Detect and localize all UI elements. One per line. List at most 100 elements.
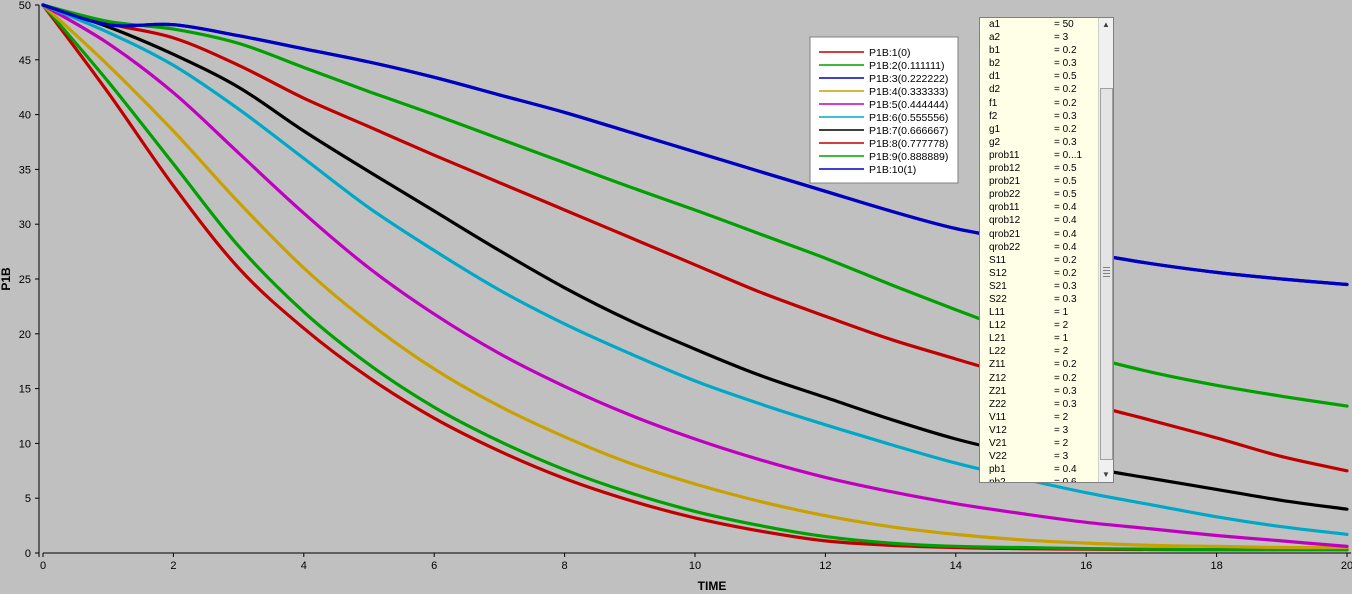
param-value: = 2 xyxy=(1054,320,1069,332)
param-row: pb1 = 0.4 xyxy=(980,463,1098,476)
series-line-4 xyxy=(41,3,1349,550)
param-row: S21 = 0.3 xyxy=(980,280,1098,293)
param-value: = 0.3 xyxy=(1054,58,1077,70)
scroll-down-arrow-icon[interactable]: ▼ xyxy=(1102,470,1110,479)
param-row: prob22 = 0.5 xyxy=(980,188,1098,201)
param-value: = 1 xyxy=(1054,307,1069,319)
series-line-5 xyxy=(41,3,1349,548)
series-line-6 xyxy=(41,3,1349,536)
scroll-grip-icon xyxy=(1103,267,1110,277)
param-value: = 2 xyxy=(1054,346,1069,358)
param-name: L12 xyxy=(989,320,1006,332)
param-row: qrob12 = 0.4 xyxy=(980,214,1098,227)
scroll-thumb[interactable] xyxy=(1100,88,1113,460)
param-name: f1 xyxy=(989,97,998,109)
param-name: V22 xyxy=(989,451,1007,463)
x-tick-label: 16 xyxy=(1080,560,1092,572)
y-tick-label: 45 xyxy=(19,55,31,67)
x-tick-label: 8 xyxy=(562,560,568,572)
y-tick-label: 20 xyxy=(19,329,31,341)
legend-box xyxy=(809,36,959,184)
y-tick-label: 25 xyxy=(19,274,31,286)
param-row: V22 = 3 xyxy=(980,450,1098,463)
param-name: b2 xyxy=(989,58,1001,70)
param-name: qrob21 xyxy=(989,228,1021,240)
x-tick-label: 12 xyxy=(819,560,831,572)
legend-entry: P1B:1(0) xyxy=(869,47,910,59)
param-row: d2 = 0.2 xyxy=(980,83,1098,96)
param-value: = 0.5 xyxy=(1054,163,1077,175)
x-tick-label: 4 xyxy=(301,560,307,572)
legend-entry: P1B:3(0.222222) xyxy=(869,73,948,85)
y-tick-label: 35 xyxy=(19,164,31,176)
param-row: Z11 = 0.2 xyxy=(980,358,1098,371)
param-name: S21 xyxy=(989,280,1007,292)
param-name: Z12 xyxy=(989,372,1007,384)
param-name: prob22 xyxy=(989,189,1021,201)
param-value: = 0.4 xyxy=(1054,464,1077,476)
scroll-up-arrow-icon[interactable]: ▲ xyxy=(1102,20,1110,29)
param-row: V11 = 2 xyxy=(980,411,1098,424)
param-name: Z22 xyxy=(989,398,1007,410)
param-row: V12 = 3 xyxy=(980,424,1098,437)
x-tick-label: 10 xyxy=(689,560,701,572)
x-tick-label: 20 xyxy=(1341,560,1352,572)
param-value: = 0.5 xyxy=(1054,189,1077,201)
param-value: = 3 xyxy=(1054,424,1069,436)
param-name: L22 xyxy=(989,346,1006,358)
param-name: V21 xyxy=(989,438,1007,449)
param-row: Z12 = 0.2 xyxy=(980,372,1098,385)
param-value: = 0.2 xyxy=(1054,84,1077,96)
param-name: prob12 xyxy=(989,163,1021,175)
y-tick-label: 50 xyxy=(19,0,31,12)
param-name: g2 xyxy=(989,136,1001,148)
param-value: = 0.4 xyxy=(1054,228,1077,240)
param-value: = 0.2 xyxy=(1054,359,1077,371)
param-name: S11 xyxy=(989,254,1007,266)
param-row: a1 = 50 xyxy=(980,18,1098,31)
param-value: = 0.4 xyxy=(1054,241,1077,253)
param-value: = 0.3 xyxy=(1054,385,1077,397)
param-value: = 0.4 xyxy=(1054,202,1077,214)
series-line-10 xyxy=(41,3,1349,287)
param-row: L22 = 2 xyxy=(980,345,1098,358)
param-row: b1 = 0.2 xyxy=(980,44,1098,57)
param-name: qrob11 xyxy=(989,202,1020,214)
legend-entry: P1B:5(0.444444) xyxy=(869,99,948,111)
parameters-panel[interactable]: a1 = 50 a2 = 3 b1 = 0.2 b2 = 0.3 d1 = 0.5 d2 = 0.2 f… xyxy=(979,17,1114,483)
param-name: pb2 xyxy=(989,477,1006,483)
param-row: V21 = 2 xyxy=(980,437,1098,450)
x-tick-label: 18 xyxy=(1210,560,1222,572)
param-value: = 0.6 xyxy=(1054,477,1077,483)
param-value: = 0.5 xyxy=(1054,176,1077,188)
param-name: a2 xyxy=(989,32,1001,44)
y-tick-label: 30 xyxy=(19,219,31,231)
param-name: prob11 xyxy=(989,149,1020,161)
y-tick-label: 15 xyxy=(19,384,31,396)
param-value: = 1 xyxy=(1054,333,1069,345)
param-row: d1 = 0.5 xyxy=(980,70,1098,83)
param-value: = 0.3 xyxy=(1054,280,1077,292)
param-value: = 50 xyxy=(1054,19,1074,30)
param-name: d2 xyxy=(989,84,1001,96)
param-name: a1 xyxy=(989,19,1001,30)
param-row: S12 = 0.2 xyxy=(980,267,1098,280)
param-row: f1 = 0.2 xyxy=(980,97,1098,110)
vertical-scrollbar[interactable]: ▲ ▼ xyxy=(1098,18,1113,482)
param-name: b1 xyxy=(989,45,1001,57)
param-row: prob21 = 0.5 xyxy=(980,175,1098,188)
param-value: = 0.2 xyxy=(1054,45,1077,57)
param-name: V11 xyxy=(989,411,1007,423)
param-name: d1 xyxy=(989,71,1001,83)
param-row: g2 = 0.3 xyxy=(980,136,1098,149)
legend-entry: P1B:6(0.555556) xyxy=(869,112,948,124)
param-name: qrob12 xyxy=(989,215,1021,227)
param-row: f2 = 0.3 xyxy=(980,110,1098,123)
param-name: f2 xyxy=(989,110,998,122)
param-value: = 0.3 xyxy=(1054,110,1077,122)
param-row: qrob22 = 0.4 xyxy=(980,241,1098,254)
param-row: Z22 = 0.3 xyxy=(980,398,1098,411)
y-tick-label: 5 xyxy=(25,493,31,505)
param-row: pb2 = 0.6 xyxy=(980,476,1098,483)
series-line-7 xyxy=(41,3,1349,511)
